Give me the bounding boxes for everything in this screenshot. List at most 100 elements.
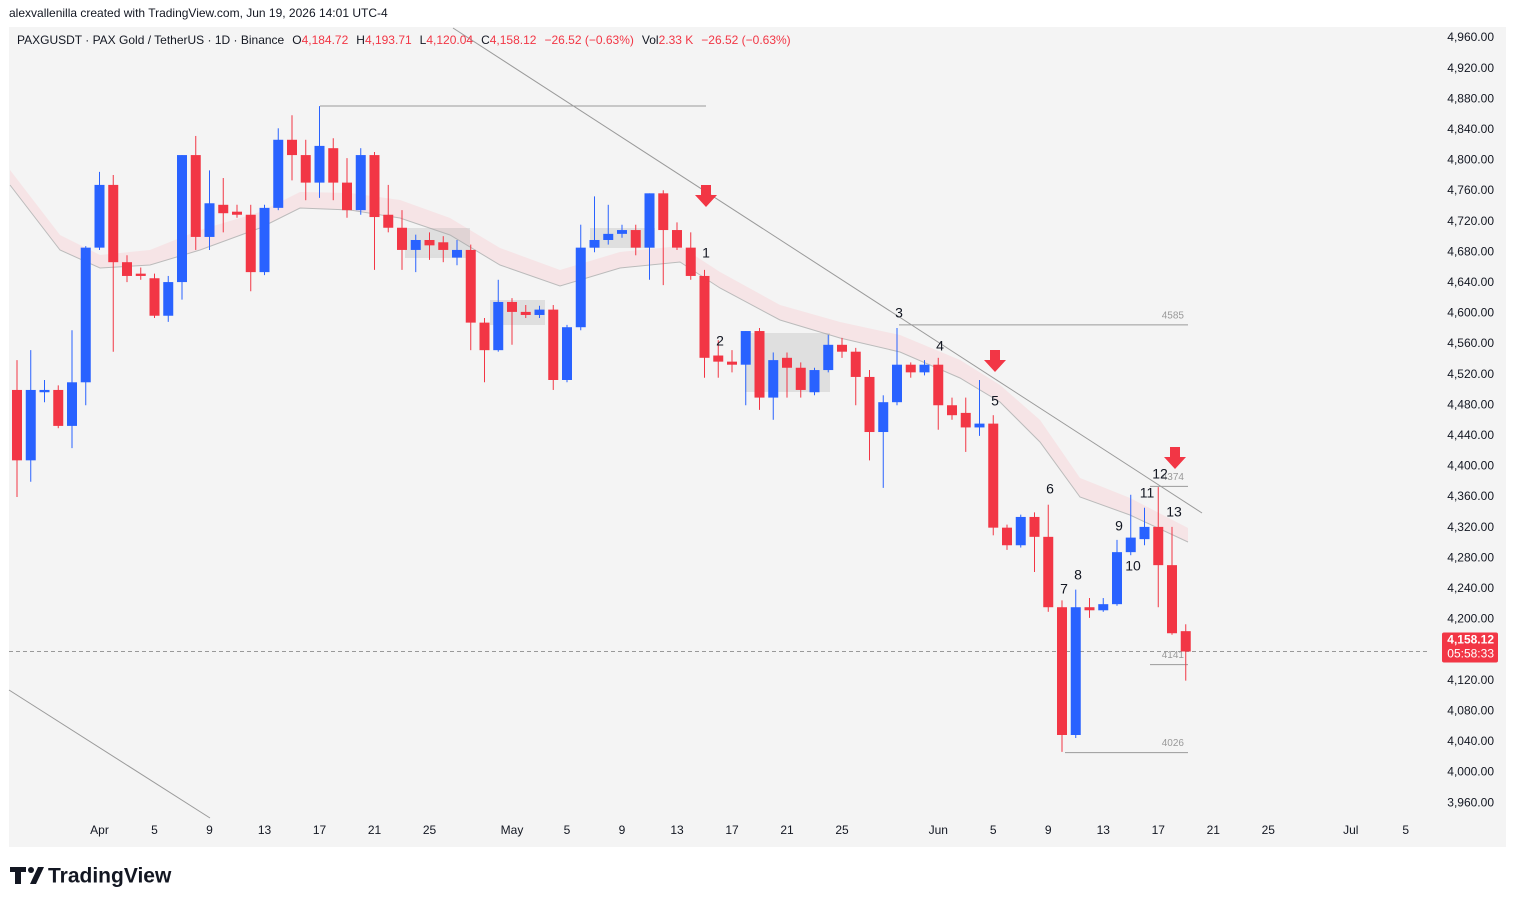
x-tick-label: 17 [725, 823, 739, 837]
y-tick-label: 4,000.00 [1447, 765, 1494, 779]
wave-label: 5 [991, 393, 999, 409]
wave-label: 10 [1125, 558, 1141, 574]
candle-body [823, 344, 834, 371]
candle-body [603, 233, 614, 240]
candle-body [149, 278, 160, 316]
candle-body [988, 423, 999, 528]
candle-body [39, 389, 50, 393]
y-tick-label: 4,440.00 [1447, 428, 1494, 442]
candle-body [575, 247, 586, 328]
candle-body [1125, 537, 1136, 553]
y-tick-label: 4,080.00 [1447, 703, 1494, 717]
wave-label: 13 [1166, 504, 1182, 520]
x-tick-label: 5 [151, 823, 158, 837]
candle-body [452, 249, 462, 258]
candle-body [507, 301, 517, 312]
candle-body [314, 145, 325, 183]
candle-body [342, 182, 352, 211]
level-label: 4374 [1162, 472, 1185, 483]
x-tick-label: 13 [670, 823, 684, 837]
candle-body [1029, 516, 1040, 537]
level-label: 4026 [1162, 738, 1185, 749]
candle-body [177, 155, 187, 283]
candle-body [1084, 607, 1095, 611]
candle-body [53, 389, 64, 426]
candle-body [795, 367, 806, 390]
y-tick-label: 4,640.00 [1447, 275, 1494, 289]
ohlc-key: O [292, 33, 301, 47]
candle-body [892, 364, 902, 403]
candle-body [259, 207, 270, 273]
candle-body [94, 184, 105, 248]
candle-body [782, 357, 792, 368]
candle-body [190, 155, 201, 237]
candle-body [397, 227, 407, 250]
y-tick-label: 4,240.00 [1447, 581, 1494, 595]
candle-body [245, 214, 256, 273]
candle-body [1070, 607, 1081, 735]
x-tick-label: 13 [258, 823, 272, 837]
ohlc-value: 4,193.71 [365, 33, 412, 47]
candle-body [754, 331, 765, 398]
trend-line [452, 27, 1203, 514]
candle-body [864, 376, 875, 433]
candle-body [424, 239, 435, 246]
x-tick-label: 21 [368, 823, 382, 837]
candle-body [328, 148, 339, 183]
x-tick-label: 25 [423, 823, 437, 837]
candle-body [287, 139, 297, 156]
trend-line [8, 689, 211, 819]
candle-body [479, 322, 490, 351]
candle-body [768, 360, 779, 398]
candle-body [218, 204, 229, 214]
candle-body [135, 273, 146, 276]
y-tick-label: 4,600.00 [1447, 306, 1494, 320]
wave-label: 8 [1074, 567, 1082, 583]
candle-body [122, 262, 132, 276]
candle-body [80, 247, 91, 383]
x-tick-label: Jul [1343, 823, 1358, 837]
wave-label: 2 [716, 333, 724, 349]
brand: TradingView [48, 865, 172, 888]
candle-body [933, 364, 944, 406]
candle-body [204, 203, 215, 237]
y-tick-label: 4,880.00 [1447, 91, 1494, 105]
candle-body [534, 309, 545, 315]
x-tick-label: 9 [1045, 823, 1052, 837]
candle-body [232, 211, 242, 215]
volume: 2.33 K [659, 33, 694, 47]
ohlc-key: H [356, 33, 365, 47]
candle-body [740, 331, 751, 365]
candle-body [465, 249, 476, 323]
y-tick-label: 4,720.00 [1447, 214, 1494, 228]
candle-body [163, 282, 174, 316]
candle-body [905, 364, 916, 373]
y-tick-label: 4,280.00 [1447, 550, 1494, 564]
chart-pane [9, 27, 1506, 847]
x-tick-label: 25 [1262, 823, 1276, 837]
candle-body [108, 184, 119, 263]
y-tick-label: 3,960.00 [1447, 795, 1494, 809]
y-tick-label: 4,960.00 [1447, 30, 1494, 44]
candle-body [300, 155, 311, 183]
x-tick-label: 21 [1207, 823, 1221, 837]
candle-body [1112, 552, 1122, 605]
x-tick-label: Jun [929, 823, 948, 837]
credit: alexvallenilla created with TradingView.… [9, 6, 388, 20]
legend: PAXGUSDT · PAX Gold / TetherUS · 1D · Bi… [17, 33, 791, 47]
candle-body [658, 193, 669, 231]
candle-body [1139, 526, 1150, 540]
candle-body [947, 405, 957, 416]
x-tick-label: May [501, 823, 524, 837]
wave-label: 4 [936, 338, 944, 354]
candle-body [67, 382, 77, 426]
candle-body [562, 327, 572, 381]
candle-body [438, 242, 449, 250]
x-tick-label: 13 [1097, 823, 1111, 837]
ohlc-value: 4,184.72 [302, 33, 349, 47]
candle-body [493, 301, 504, 351]
wave-label: 6 [1046, 481, 1054, 497]
x-tick-label: 21 [780, 823, 794, 837]
